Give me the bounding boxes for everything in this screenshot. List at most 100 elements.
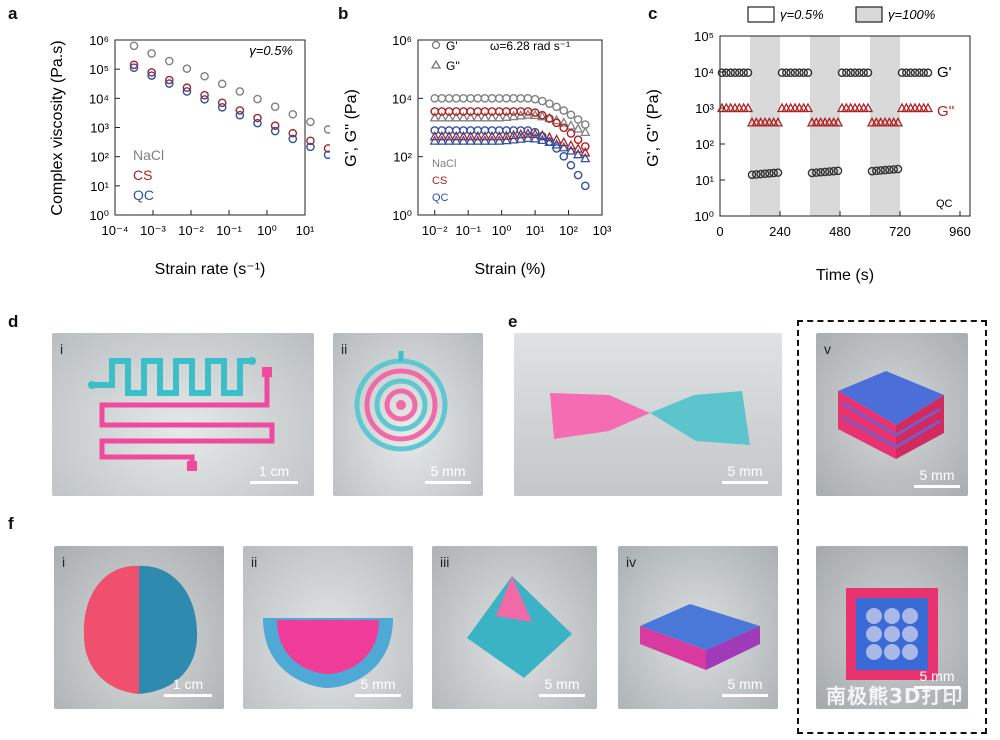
chart-b-point-gpp: [537, 129, 548, 140]
chart-c-point-gp: [863, 68, 873, 78]
chart-a-legend-qc: QC: [133, 187, 154, 203]
watermark: 南极熊3D打印: [826, 684, 964, 708]
chart-b-point-gpp: [451, 130, 462, 141]
photo-f-i-label: i: [62, 554, 66, 570]
chart-a-xtick-label: 10⁻⁴: [102, 223, 129, 238]
panel-label-c: c: [648, 4, 658, 23]
chart-c-point-gp: [906, 68, 915, 78]
photo-e: 5 mm: [514, 333, 782, 496]
scale-bar-f-ii: 5 mm: [355, 676, 401, 697]
lattice-top-view: [846, 588, 938, 680]
chart-b-ytick-label: 10⁶: [392, 33, 412, 48]
photo-v-top: 5 mm: [816, 546, 968, 709]
photo-f-iii: iii 5 mm: [432, 546, 597, 709]
chart-c-point-gp: [825, 167, 834, 176]
chart-a-point-cs: [235, 106, 245, 115]
chart-a-point-cs: [147, 68, 156, 77]
chart-b-point-gpp: [558, 117, 569, 127]
chart-b-legend-circle: [431, 40, 441, 50]
scale-bar-e: 5 mm: [722, 463, 768, 484]
chart-b-point-gp: [537, 131, 547, 141]
chart-b-point-gp: [559, 123, 569, 133]
chart-a-viscosity: 10⁻⁴ 10⁻³ 10⁻² 10⁻¹ 10⁰ 10¹ 10⁰ 10¹ 10² 10³ 10⁴ 10⁵…: [49, 33, 330, 278]
chart-c-point-gp: [735, 68, 744, 78]
chart-a-point-cs: [323, 144, 330, 153]
chart-b-point-gpp: [580, 146, 591, 157]
chart-b-point-gpp: [479, 130, 490, 141]
photo-f-iv-label: iv: [626, 554, 637, 570]
chart-b-point-gp: [573, 170, 583, 180]
chart-b-legend-nacl: NaCl: [432, 158, 456, 170]
chart-c-ytick-label: 10¹: [695, 173, 714, 188]
chart-b-point-gpp: [429, 130, 440, 141]
chart-a-xtick-label: 10⁻³: [140, 223, 166, 238]
chart-c-ylabel: G', G'' (Pa): [645, 89, 662, 167]
chart-a-point-qc: [323, 150, 330, 160]
chart-a-ytick-label: 10⁶: [89, 33, 109, 48]
chart-c-point-gp: [897, 68, 907, 78]
photo-f-iii-label: iii: [440, 554, 450, 570]
chart-b-point-gpp: [565, 139, 577, 150]
chart-b-point-gpp: [472, 130, 483, 141]
chart-c-point-gpp: [832, 117, 844, 127]
chart-b-point-gp: [530, 127, 540, 137]
chart-a-xtick-label: 10⁰: [257, 223, 277, 238]
chart-c-point-gp: [837, 68, 847, 78]
chart-a-point-nacl: [235, 87, 245, 96]
chart-b-point-gp: [530, 108, 540, 117]
chart-b-point-gpp: [465, 130, 476, 141]
chart-c-point-gpp: [742, 102, 754, 113]
panel-label-f: f: [8, 514, 14, 533]
chart-b-point-gpp: [443, 130, 455, 141]
chart-a-point-qc: [270, 126, 280, 136]
chart-c-point-gp: [902, 68, 911, 78]
chart-b-point-gp: [552, 102, 561, 112]
chart-b-point-gpp: [443, 135, 455, 145]
chart-c-point-gp: [786, 68, 795, 78]
chart-c-point-gp: [867, 166, 877, 176]
chart-c-point-gp: [846, 68, 855, 78]
chart-b-point-gpp: [580, 152, 591, 163]
chart-a-ytick-label: 10⁴: [89, 91, 109, 106]
chart-b-point-gpp: [537, 134, 548, 144]
chart-c-point-gpp: [892, 117, 904, 127]
photo-f-ii-label: ii: [251, 554, 258, 570]
chart-b-point-gp: [537, 96, 547, 106]
panel-label-a: a: [8, 4, 18, 23]
chart-c-point-gp: [812, 168, 821, 177]
lattice-cube-print: [838, 371, 944, 459]
chart-c-xtick-label: 240: [769, 224, 791, 239]
chart-b-legend-triangle: [430, 59, 442, 69]
chart-b-point-gpp: [479, 111, 490, 122]
chart-a-point-cs: [200, 90, 209, 100]
chart-b-point-gp: [580, 181, 590, 191]
chart-b-point-gpp: [530, 109, 541, 120]
chart-b-point-gpp: [494, 135, 505, 145]
spiral-print: [354, 351, 448, 452]
chart-b-point-gpp: [472, 135, 483, 145]
chart-c-point-gp: [833, 166, 843, 176]
chart-b-point-gp: [545, 99, 554, 108]
chart-b-xtick-label: 10⁻¹: [455, 223, 481, 238]
chart-b-point-gpp: [573, 123, 584, 133]
chart-a-ytick-label: 10⁰: [89, 208, 109, 223]
chart-b-point-gpp: [472, 111, 483, 122]
chart-b-point-gpp: [580, 126, 591, 137]
chart-b-point-gpp: [565, 119, 577, 130]
chart-b-point-gpp: [486, 111, 498, 122]
chart-b-point-gpp: [501, 130, 512, 140]
scale-bar-f-iv: 5 mm: [722, 676, 768, 697]
scale-bar-f-i: 1 cm: [164, 676, 212, 697]
brain-print: [83, 565, 198, 694]
chart-b-legend-qc: QC: [432, 192, 449, 204]
chart-a-point-nacl: [306, 117, 315, 127]
chart-a-annotation: γ=0.5%: [249, 43, 293, 58]
chart-b-point-gpp: [451, 111, 462, 122]
chart-b-xlabel: Strain (%): [474, 261, 545, 278]
chart-c-xtick-label: 0: [716, 224, 723, 239]
chart-c-ytick-label: 10²: [695, 137, 714, 152]
d-shape-print: [263, 618, 393, 688]
chart-c-point-gp: [717, 68, 727, 78]
chart-a-point-qc: [235, 110, 245, 120]
chart-b-point-gpp: [429, 111, 440, 122]
